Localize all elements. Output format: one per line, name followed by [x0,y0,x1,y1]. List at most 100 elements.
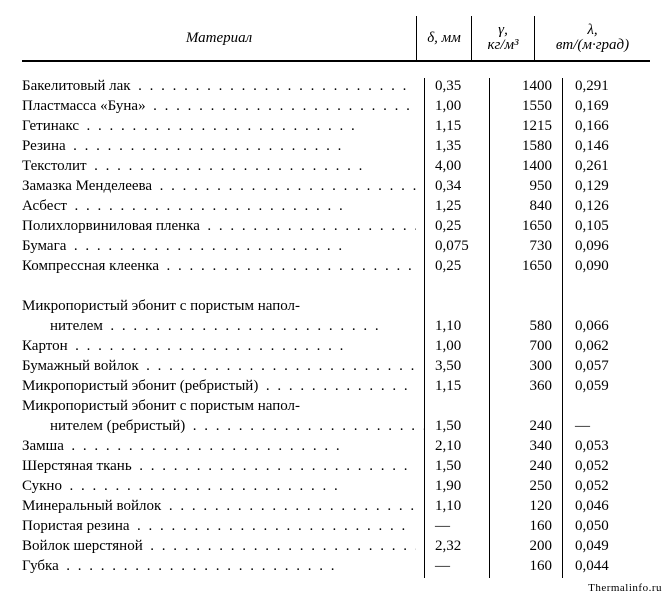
cell-delta: 1,10 [424,318,489,338]
table-row: Бумага . . . . . . . . . . . . . . . . .… [22,238,650,258]
leader-dots: . . . . . . . . . . . . . . . . . . . . … [167,258,416,275]
cell-material: Бумага . . . . . . . . . . . . . . . . .… [22,238,424,258]
cell-delta: 1,90 [424,478,489,498]
table-header: Материал δ, мм γ, кг/м³ λ, вт/(м·град) [22,16,650,62]
cell-gamma: 1400 [489,158,562,178]
cell-material: Микропористый эбонит с пористым напол- [22,398,424,418]
header-delta: δ, мм [416,16,471,60]
table-row: Замша . . . . . . . . . . . . . . . . . … [22,438,650,458]
cell-material: Асбест . . . . . . . . . . . . . . . . .… [22,198,424,218]
cell-gamma: 1550 [489,98,562,118]
cell-gamma: 200 [489,538,562,558]
leader-dots: . . . . . . . . . . . . . . . . . . . . … [150,538,416,555]
table-row: Замазка Менделеева . . . . . . . . . . .… [22,178,650,198]
cell-lambda: 0,059 [562,378,650,398]
cell-lambda: 0,057 [562,358,650,378]
table-row: Войлок шерстяной . . . . . . . . . . . .… [22,538,650,558]
leader-dots: . . . . . . . . . . . . . . . . . . . . … [74,198,416,215]
cell-gamma: 360 [489,378,562,398]
leader-dots: . . . . . . . . . . . . . . . . . . . . … [207,218,416,235]
material-name: Компрессная клеенка [22,258,167,275]
table-row: Текстолит . . . . . . . . . . . . . . . … [22,158,650,178]
material-name: Микропористый эбонит с пористым напол- [22,398,308,415]
cell-delta: 1,10 [424,498,489,518]
cell-lambda: 0,052 [562,478,650,498]
table-row: Микропористый эбонит с пористым напол- [22,298,650,318]
material-name: Пластмасса «Буна» [22,98,153,115]
table-row: Гетинакс . . . . . . . . . . . . . . . .… [22,118,650,138]
leader-dots: . . . . . . . . . . . . . . . . . . . . … [71,438,416,455]
cell-material: Картон . . . . . . . . . . . . . . . . .… [22,338,424,358]
cell-material: Войлок шерстяной . . . . . . . . . . . .… [22,538,424,558]
materials-table: Материал δ, мм γ, кг/м³ λ, вт/(м·град) Б… [0,0,668,582]
cell-delta: 3,50 [424,358,489,378]
cell-lambda: 0,166 [562,118,650,138]
cell-gamma: 240 [489,418,562,438]
table-row: Пластмасса «Буна» . . . . . . . . . . . … [22,98,650,118]
header-lambda-unit: вт/(м·град) [556,38,629,53]
material-name: Губка [22,558,66,575]
material-name: Микропористый эбонит (ребристый) [22,378,266,395]
cell-gamma: 250 [489,478,562,498]
cell-material: Микропористый эбонит с пористым напол- [22,298,424,318]
cell-material: Замша . . . . . . . . . . . . . . . . . … [22,438,424,458]
cell-delta: 1,50 [424,458,489,478]
cell-material: Сукно . . . . . . . . . . . . . . . . . … [22,478,424,498]
header-material: Материал [22,16,416,60]
cell-material: Бумажный войлок . . . . . . . . . . . . … [22,358,424,378]
table-row: Компрессная клеенка . . . . . . . . . . … [22,258,650,278]
leader-dots: . . . . . . . . . . . . . . . . . . . . … [266,378,416,395]
cell-delta [424,398,489,418]
table-row: Губка . . . . . . . . . . . . . . . . . … [22,558,650,578]
cell-lambda: 0,046 [562,498,650,518]
cell-delta: 4,00 [424,158,489,178]
cell-lambda: 0,053 [562,438,650,458]
leader-dots: . . . . . . . . . . . . . . . . . . . . … [69,478,416,495]
watermark: Thermalinfo.ru [0,582,668,594]
leader-dots: . . . . . . . . . . . . . . . . . . . . … [66,558,416,575]
cell-gamma: 300 [489,358,562,378]
cell-material: Компрессная клеенка . . . . . . . . . . … [22,258,424,278]
cell-material: Резина . . . . . . . . . . . . . . . . .… [22,138,424,158]
cell-material: Замазка Менделеева . . . . . . . . . . .… [22,178,424,198]
cell-delta: 0,25 [424,258,489,278]
leader-dots: . . . . . . . . . . . . . . . . . . . . … [87,118,416,135]
leader-dots: . . . . . . . . . . . . . . . . . . . . … [153,98,416,115]
cell-gamma: 1650 [489,258,562,278]
material-name: Резина [22,138,73,155]
cell-delta: 1,50 [424,418,489,438]
cell-lambda: 0,050 [562,518,650,538]
cell-material: Микропористый эбонит (ребристый) . . . .… [22,378,424,398]
material-name: Пористая резина [22,518,137,535]
header-gamma: γ, кг/м³ [471,16,534,60]
leader-dots: . . . . . . . . . . . . . . . . . . . . … [146,358,416,375]
cell-delta: — [424,518,489,538]
cell-lambda: 0,090 [562,258,650,278]
cell-lambda [562,298,650,318]
cell-delta: 0,25 [424,218,489,238]
cell-lambda: 0,105 [562,218,650,238]
cell-material: нителем (ребристый) . . . . . . . . . . … [22,418,424,438]
table-row: Резина . . . . . . . . . . . . . . . . .… [22,138,650,158]
material-name: Бакелитовый лак [22,78,138,95]
cell-gamma: 730 [489,238,562,258]
cell-material: Пластмасса «Буна» . . . . . . . . . . . … [22,98,424,118]
cell-lambda: 0,291 [562,78,650,98]
cell-material: Полихлорвиниловая пленка . . . . . . . .… [22,218,424,238]
cell-gamma: 160 [489,558,562,578]
cell-delta: 0,34 [424,178,489,198]
cell-gamma: 840 [489,198,562,218]
cell-gamma: 240 [489,458,562,478]
cell-delta: 1,15 [424,378,489,398]
material-name: нителем [50,318,110,335]
table-row [22,278,650,298]
table-row: Пористая резина . . . . . . . . . . . . … [22,518,650,538]
cell-gamma [489,298,562,318]
cell-gamma: 580 [489,318,562,338]
cell-lambda: 0,261 [562,158,650,178]
spacer [22,278,424,298]
cell-lambda: 0,146 [562,138,650,158]
material-name: Гетинакс [22,118,87,135]
cell-gamma: 1400 [489,78,562,98]
material-name: Замазка Менделеева [22,178,160,195]
